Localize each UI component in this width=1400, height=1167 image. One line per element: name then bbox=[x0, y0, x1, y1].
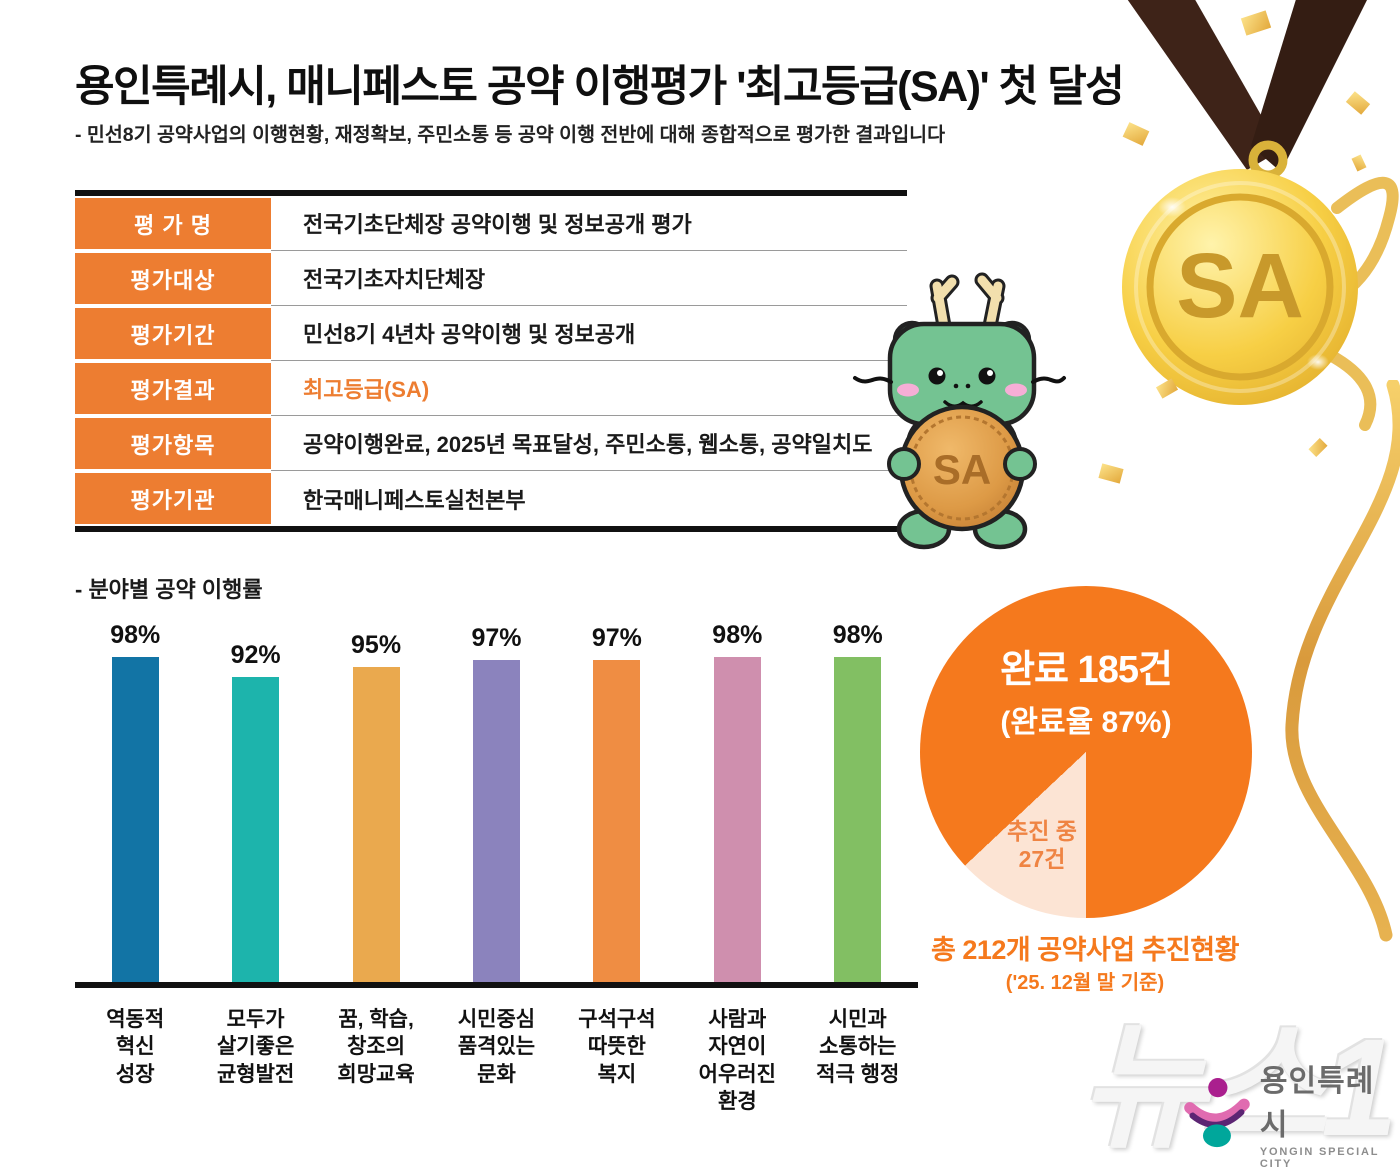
bar-value-label: 95% bbox=[351, 630, 402, 659]
bar-category: 시민과 소통하는 적극 행정 bbox=[816, 1008, 900, 1086]
bar-value-label: 98% bbox=[832, 620, 883, 649]
bar-category-labels: 역동적 혁신 성장 모두가 살기좋은 균형발전 꿈, 학습, 창조의 희망교육 … bbox=[75, 1006, 918, 1115]
pie-slice-label: 추진 중 27건 bbox=[1007, 818, 1077, 872]
row-value: 전국기초자치단체장 bbox=[271, 251, 907, 306]
medal-ribbon-right-strap bbox=[1251, 0, 1367, 172]
bar-value-label: 98% bbox=[712, 620, 763, 649]
bar-category: 꿈, 학습, 창조의 희망교육 bbox=[337, 1008, 415, 1086]
pie-caption: 총 212개 공약사업 추진현황 bbox=[931, 935, 1239, 965]
bar bbox=[713, 656, 761, 982]
gold-loop-decoration bbox=[1324, 176, 1399, 431]
row-label: 평가기관 bbox=[75, 471, 271, 526]
bar bbox=[472, 659, 520, 982]
gold-curl-ribbon bbox=[1285, 380, 1400, 942]
mascot-eye bbox=[978, 367, 996, 385]
page-subtitle: - 민선8기 공약사업의 이행현황, 재정확보, 주민소통 등 공약 이행 전반… bbox=[75, 124, 946, 146]
row-label: 평 가 명 bbox=[75, 196, 271, 251]
bar-chart: 98% 92% 95% 97% 97% 98% 98% bbox=[75, 616, 918, 988]
confetti-piece bbox=[1098, 463, 1124, 484]
city-logo-subtitle: YONGIN SPECIAL CITY bbox=[1259, 1146, 1380, 1167]
medal-sa-text: SA bbox=[1176, 235, 1304, 337]
bar-category: 시민중심 품격있는 문화 bbox=[457, 1008, 536, 1086]
bar-column: 97% bbox=[436, 624, 556, 982]
evaluation-table: 평 가 명 전국기초단체장 공약이행 및 정보공개 평가 평가대상 전국기초자치… bbox=[75, 190, 907, 532]
pie-caption-sub: ('25. 12월 말 기준) bbox=[1005, 972, 1165, 994]
mascot-eye bbox=[928, 367, 946, 385]
bar-column: 97% bbox=[557, 624, 677, 982]
table-row: 평가기간 민선8기 4년차 공약이행 및 정보공개 bbox=[75, 306, 907, 361]
yongin-city-logo: 용인특례시 YONGIN SPECIAL CITY bbox=[1182, 1056, 1400, 1167]
bar-column: 98% bbox=[677, 621, 797, 982]
bar-value-label: 97% bbox=[591, 623, 642, 652]
table-row: 평가결과 최고등급(SA) bbox=[75, 361, 907, 416]
bar-column: 95% bbox=[316, 631, 436, 982]
bar bbox=[352, 666, 400, 982]
row-value: 전국기초단체장 공약이행 및 정보공개 평가 bbox=[271, 196, 907, 251]
coin-sa-text: SA bbox=[933, 446, 991, 493]
pie-chart: 완료 185건 (완료율 87%) 추진 중 27건 bbox=[920, 586, 1252, 918]
table-row: 평가항목 공약이행완료, 2025년 목표달성, 주민소통, 웹소통, 공약일치… bbox=[75, 416, 907, 471]
row-label: 평가기간 bbox=[75, 306, 271, 361]
bar bbox=[834, 656, 882, 982]
bar-chart-title: - 분야별 공약 이행률 bbox=[75, 577, 263, 602]
yongin-emblem-icon bbox=[1184, 1078, 1250, 1148]
mascot-mouth bbox=[943, 400, 983, 408]
page-title: 용인특례시, 매니페스토 공약 이행평가 '최고등급(SA)' 첫 달성 bbox=[75, 63, 1125, 111]
mascot-cheek bbox=[1005, 383, 1027, 397]
bar bbox=[111, 656, 159, 982]
mascot-paw bbox=[1003, 447, 1037, 481]
mascot-paw bbox=[887, 447, 921, 481]
pie-main-label: 완료 185건 (완료율 87%) bbox=[1000, 649, 1173, 739]
row-value: 민선8기 4년차 공약이행 및 정보공개 bbox=[271, 306, 907, 361]
medal-face bbox=[1122, 169, 1358, 405]
bar-value-label: 97% bbox=[471, 623, 522, 652]
bar-category: 사람과 자연이 어우러진 환경 bbox=[698, 1008, 776, 1113]
gold-medal: SA bbox=[1122, 0, 1399, 431]
table-row: 평가대상 전국기초자치단체장 bbox=[75, 251, 907, 306]
row-value-highlight: 최고등급(SA) bbox=[271, 361, 907, 416]
bar-category: 구석구석 따뜻한 복지 bbox=[578, 1008, 656, 1086]
bar-column: 98% bbox=[75, 621, 195, 982]
row-label: 평가대상 bbox=[75, 251, 271, 306]
pie-circle bbox=[920, 586, 1252, 918]
bar-category: 역동적 혁신 성장 bbox=[106, 1008, 165, 1086]
bar-value-label: 98% bbox=[110, 620, 161, 649]
bar-column: 92% bbox=[195, 641, 315, 982]
bar-category: 모두가 살기좋은 균형발전 bbox=[216, 1008, 295, 1086]
table-row: 평가기관 한국매니페스토실천본부 bbox=[75, 471, 907, 526]
mascot-cheek bbox=[897, 383, 919, 397]
news1-watermark-logo: 뉴스1 bbox=[1079, 1011, 1398, 1165]
bar-column: 98% bbox=[798, 621, 918, 982]
bar bbox=[232, 676, 280, 982]
row-value: 공약이행완료, 2025년 목표달성, 주민소통, 웹소통, 공약일치도 bbox=[271, 416, 907, 471]
dragon-mascot: SA bbox=[853, 272, 1066, 550]
row-label: 평가항목 bbox=[75, 416, 271, 471]
row-value: 한국매니페스토실천본부 bbox=[303, 487, 526, 513]
bar bbox=[593, 659, 641, 982]
bar-value-label: 92% bbox=[230, 640, 281, 669]
mascot-whisker bbox=[1031, 376, 1066, 384]
mascot-horns bbox=[929, 272, 1006, 334]
city-logo-name: 용인특례시 bbox=[1259, 1065, 1375, 1142]
table-row: 평 가 명 전국기초단체장 공약이행 및 정보공개 평가 bbox=[75, 196, 907, 251]
row-label: 평가결과 bbox=[75, 361, 271, 416]
medal-ribbon-left-strap bbox=[1127, 0, 1281, 170]
mascot-whisker bbox=[853, 376, 893, 384]
